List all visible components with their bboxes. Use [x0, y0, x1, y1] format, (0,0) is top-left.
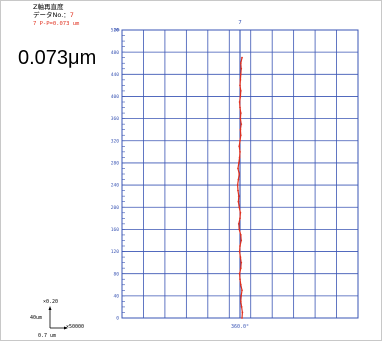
- trace-point: [239, 139, 241, 142]
- trace-point: [239, 245, 241, 247]
- trace-point: [239, 95, 242, 98]
- trace-line: [236, 57, 244, 319]
- trace-point: [238, 206, 241, 209]
- trace-point: [237, 189, 239, 192]
- trace-point: [238, 145, 241, 148]
- scale-indicator: ×0.20 40um ×50000 0.7 um: [30, 292, 100, 340]
- trace-point: [239, 283, 242, 286]
- trace-point: [239, 117, 242, 120]
- y-axis-unit: mm: [114, 28, 120, 33]
- trace-point: [239, 278, 241, 281]
- trace-point: [240, 67, 243, 70]
- trace-point: [239, 62, 242, 65]
- trace-point: [237, 200, 240, 203]
- trace-point: [238, 250, 241, 253]
- data-number-value: 7: [69, 11, 74, 19]
- trace-point: [241, 311, 244, 314]
- trace-point: [237, 178, 240, 181]
- trace-point: [237, 162, 240, 164]
- y-tick-label: 360: [111, 116, 120, 122]
- trace-point: [239, 211, 242, 214]
- trace-point: [239, 106, 241, 109]
- trace-point: [237, 222, 240, 225]
- y-tick-label: 320: [111, 138, 120, 144]
- scale-x-factor: ×50000: [66, 324, 85, 330]
- trace-point: [239, 78, 242, 81]
- trace-point: [240, 261, 243, 264]
- trace-point: [241, 56, 243, 59]
- y-tick-label: 120: [111, 249, 120, 255]
- y-tick-label: 400: [111, 94, 120, 100]
- trace-point: [240, 123, 243, 126]
- data-number: データNo.：7: [33, 12, 74, 19]
- y-tick-label: 520: [111, 28, 120, 34]
- y-tick-label: 240: [111, 183, 120, 189]
- y-tick-label: 80: [113, 271, 119, 277]
- trace-point: [237, 195, 240, 198]
- trace-point: [238, 101, 241, 103]
- scale-x-unit: 0.7 um: [38, 333, 57, 339]
- trace-point: [238, 173, 241, 175]
- x-axis-label: 360.0°: [231, 324, 249, 330]
- trace-point: [239, 300, 242, 303]
- trace-point: [239, 234, 242, 236]
- trace-point: [240, 239, 243, 242]
- trace-point: [238, 228, 241, 231]
- trace-point: [239, 134, 242, 137]
- trace-point: [241, 289, 243, 292]
- trace-point: [239, 256, 242, 258]
- data-number-label: データNo.：: [33, 11, 70, 19]
- trace-point: [239, 267, 242, 270]
- measurement-trace: [236, 56, 244, 319]
- trace-point: [239, 150, 241, 153]
- chart-title: 7: [238, 20, 242, 26]
- trace-point: [237, 167, 239, 170]
- trace-point: [239, 112, 242, 114]
- trace-point: [239, 73, 242, 76]
- y-tick-label: 200: [111, 205, 120, 211]
- trace-point: [238, 272, 241, 275]
- trace-point: [239, 128, 242, 131]
- scale-axes-icon: [48, 306, 68, 330]
- scale-y-unit: 40um: [30, 315, 43, 321]
- trace-point: [236, 184, 239, 186]
- scale-y-factor: ×0.20: [43, 299, 59, 305]
- straightness-value: 0.073μm: [18, 47, 97, 69]
- y-axis-ticks: 0 40 80 120 160 200 240 280 320 360 400 440 480 520: [111, 28, 120, 322]
- y-tick-label: 280: [111, 161, 120, 167]
- trace-point: [240, 306, 243, 308]
- y-tick-label: 0: [116, 316, 119, 322]
- trace-point: [241, 317, 243, 319]
- y-tick-label: 480: [111, 50, 120, 56]
- trace-point: [239, 84, 241, 87]
- trace-point: [238, 156, 241, 159]
- y-tick-label: 440: [111, 72, 120, 78]
- trace-point: [240, 294, 243, 297]
- trace-point: [239, 217, 241, 220]
- chart-grid: [121, 29, 359, 319]
- peak-to-peak-label: 7 P-P=0.073 um: [33, 21, 80, 27]
- y-tick-label: 160: [111, 227, 120, 233]
- trace-point: [239, 90, 242, 92]
- y-tick-label: 40: [113, 293, 119, 299]
- report-title: Z軸再直度: [33, 3, 64, 11]
